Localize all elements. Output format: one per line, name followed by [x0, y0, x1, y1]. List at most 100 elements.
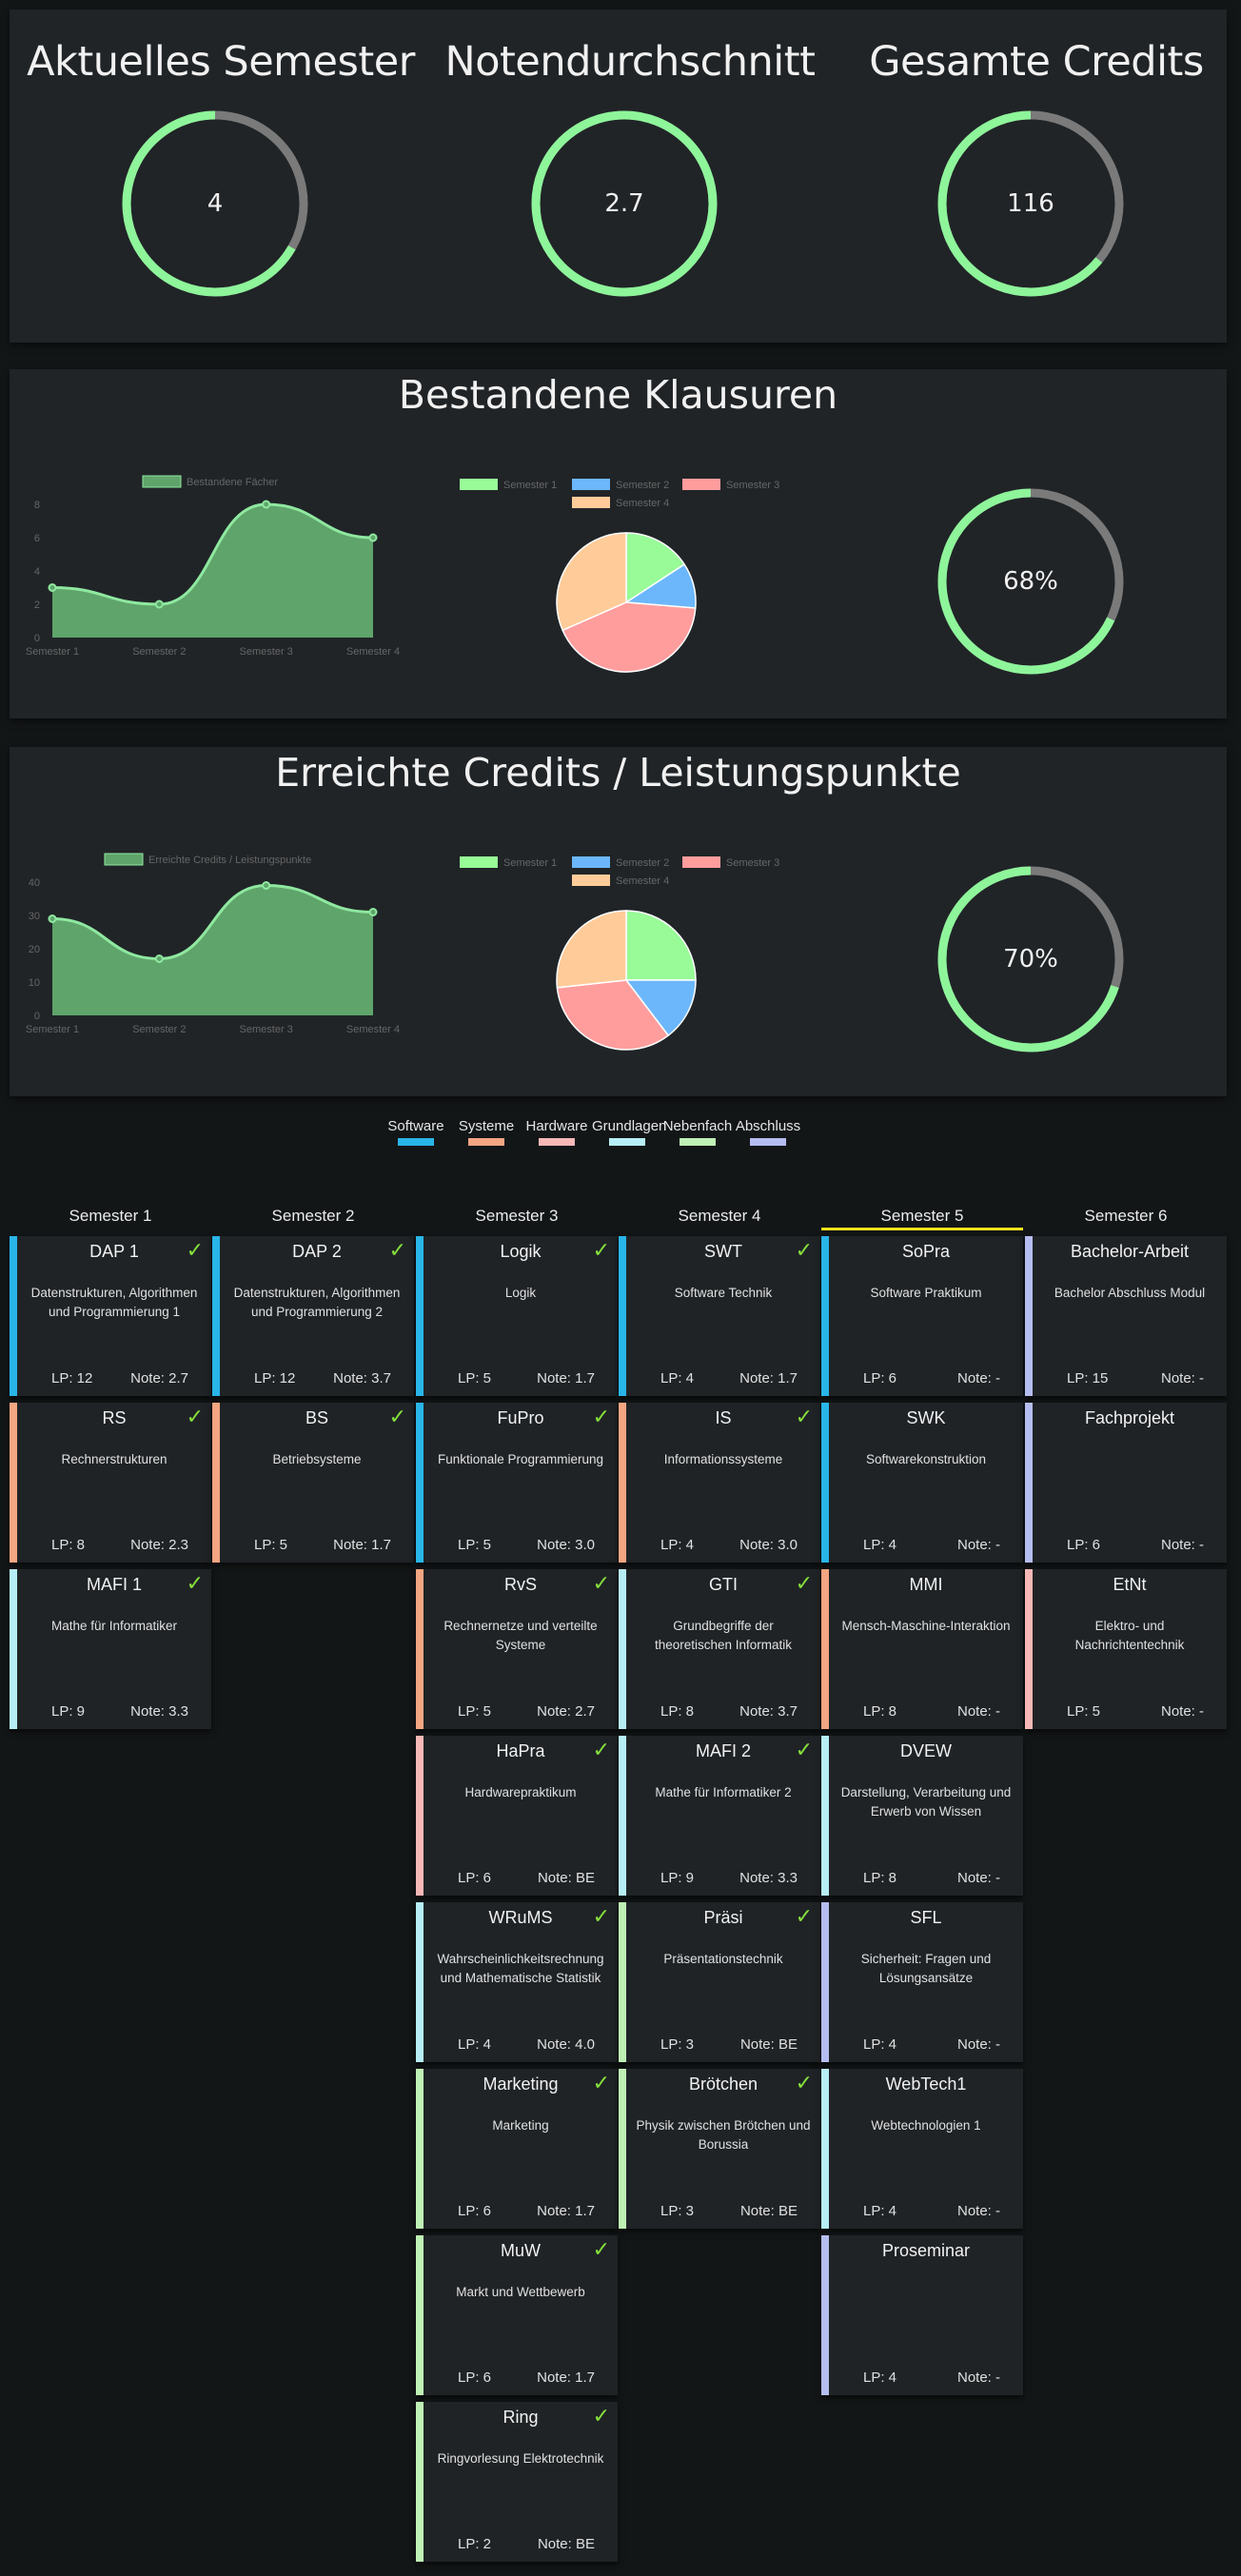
legend-swatch [460, 479, 498, 490]
module-card[interactable]: IS Informationssysteme LP: 4 Note: 3.0 ✓ [619, 1403, 820, 1563]
module-grade: Note: - [956, 1870, 1000, 1886]
module-card[interactable]: MAFI 1 Mathe für Informatiker LP: 9 Note: 3… [10, 1569, 211, 1729]
module-short-name: Fachprojekt [1084, 1408, 1175, 1427]
module-card[interactable]: GTI Grundbegriffe der theoretischen Infor… [619, 1569, 820, 1729]
module-card[interactable]: Bachelor-Arbeit Bachelor Abschluss Modul L… [1025, 1236, 1227, 1396]
module-card[interactable]: SoPra Software Praktikum LP: 6 Note: - [821, 1236, 1023, 1396]
module-full-name: Funktionale Programmierung [437, 1452, 604, 1466]
module-credits: LP: 8 [863, 1703, 897, 1720]
module-short-name: GTI [709, 1575, 738, 1594]
module-card[interactable]: DVEW Darstellung, Verarbeitung und Erwerb… [821, 1736, 1023, 1896]
ring-svg [937, 866, 1124, 1052]
module-card[interactable]: RvS Rechnernetze und verteilte Systeme LP:… [416, 1569, 618, 1729]
checkmark-icon: ✓ [592, 2404, 610, 2428]
semester-header-1[interactable]: Semester 1 [69, 1207, 152, 1225]
module-full-name: Betriebsysteme [272, 1452, 362, 1466]
module-card[interactable]: FuPro Funktionale Programmierung LP: 5 Note… [416, 1403, 618, 1563]
module-short-name: MAFI 2 [695, 1741, 751, 1760]
legend-swatch [398, 1138, 434, 1146]
module-grade: Note: - [956, 1537, 1000, 1553]
semester-header-3[interactable]: Semester 3 [475, 1207, 559, 1225]
module-grade: Note: - [956, 2036, 1000, 2053]
module-credits: LP: 6 [458, 2370, 492, 2386]
legend-item-software: Software [381, 1118, 451, 1146]
data-point [154, 954, 164, 963]
module-card[interactable]: WRuMS Wahrscheinlichkeitsrechnung und Mat… [416, 1902, 618, 2062]
y-tick-label: 8 [34, 500, 40, 511]
module-card[interactable]: Ring Ringvorlesung Elektrotechnik LP: 2 Not… [416, 2402, 618, 2562]
checkmark-icon: ✓ [592, 1571, 610, 1595]
module-card[interactable]: WebTech1 Webtechnologien 1 LP: 4 Note: - [821, 2069, 1023, 2229]
legend-label: Bestandene Fächer [187, 477, 278, 488]
legend-label: Semester 4 [616, 875, 669, 887]
category-bar [10, 1236, 17, 1396]
module-card[interactable]: EtNt Elektro- und Nachrichtentechnik LP: 5… [1025, 1569, 1227, 1729]
module-credits: LP: 6 [458, 1870, 492, 1886]
ring-svg [122, 110, 308, 297]
legend-item-abschluss: Abschluss [733, 1118, 803, 1146]
category-bar [1025, 1569, 1033, 1729]
legend-label: Semester 3 [726, 480, 779, 491]
module-card[interactable]: Logik Logik LP: 5 Note: 1.7 ✓ [416, 1236, 618, 1396]
module-card[interactable]: BS Betriebsysteme LP: 5 Note: 1.7 ✓ [212, 1403, 414, 1563]
checkmark-icon: ✓ [795, 1571, 813, 1595]
checkmark-icon: ✓ [592, 1904, 610, 1928]
category-bar [821, 1736, 829, 1896]
category-bar [10, 1403, 17, 1563]
y-tick-label: 0 [34, 1011, 40, 1022]
stat-total-credits: Gesamte Credits [837, 38, 1236, 86]
category-bar [416, 2402, 424, 2562]
module-full-name: Präsentationstechnik [663, 1952, 783, 1966]
module-full-name: Physik zwischen Brötchen und Borussia [636, 2118, 811, 2152]
module-full-name: Datenstrukturen, Algorithmen und Program… [30, 1286, 198, 1319]
data-point [368, 908, 378, 916]
category-bar [416, 1736, 424, 1896]
module-card[interactable]: DAP 1 Datenstrukturen, Algorithmen und Pr… [10, 1236, 211, 1396]
credits-panel: Erreichte Credits / Leistungspunkte Erre… [10, 747, 1227, 1096]
module-full-name: Darstellung, Verarbeitung und Erwerb von… [840, 1785, 1012, 1819]
module-grade: Note: - [956, 1703, 1000, 1720]
module-card[interactable]: SWK Softwarekonstruktion LP: 4 Note: - [821, 1403, 1023, 1563]
klausuren-area-chart: Bestandene Fächer 0 2 4 6 8 Semester 1 Semester… [26, 475, 400, 658]
klausuren-pie-chart: Semester 1 Semester 2 Semester 3 Semester 4 [460, 479, 779, 673]
area-fill [52, 885, 373, 1015]
semester-header-4[interactable]: Semester 4 [678, 1207, 761, 1225]
module-credits: LP: 3 [660, 2203, 695, 2219]
module-card[interactable]: Marketing Marketing LP: 6 Note: 1.7 ✓ [416, 2069, 618, 2229]
module-short-name: Marketing [483, 2075, 559, 2094]
y-tick-label: 30 [29, 911, 40, 922]
module-card[interactable]: SWT Software Technik LP: 4 Note: 1.7 ✓ [619, 1236, 820, 1396]
module-full-name: Elektro- und Nachrichtentechnik [1074, 1619, 1185, 1652]
module-card[interactable]: Fachprojekt LP: 6 Note: - [1025, 1403, 1227, 1563]
checkmark-icon: ✓ [592, 1238, 610, 1262]
module-card[interactable]: MMI Mensch-Maschine-Interaktion LP: 8 Note:… [821, 1569, 1023, 1729]
module-card[interactable]: Brötchen Physik zwischen Brötchen und Bor… [619, 2069, 820, 2229]
module-full-name: Webtechnologien 1 [871, 2118, 981, 2133]
module-card[interactable]: DAP 2 Datenstrukturen, Algorithmen und Pr… [212, 1236, 414, 1396]
legend-swatch [572, 497, 610, 508]
module-credits: LP: 12 [254, 1370, 296, 1386]
data-point [262, 881, 271, 890]
module-credits: LP: 4 [660, 1370, 695, 1386]
module-card[interactable]: Proseminar LP: 4 Note: - [821, 2235, 1023, 2395]
category-bar [212, 1236, 220, 1396]
module-full-name: Wahrscheinlichkeitsrechnung und Mathemat… [437, 1952, 604, 1985]
module-card[interactable]: HaPra Hardwarepraktikum LP: 6 Note: BE ✓ [416, 1736, 618, 1896]
module-credits: LP: 4 [863, 2203, 897, 2219]
legend-swatch [750, 1138, 786, 1146]
module-grade: Note: - [956, 2370, 1000, 2386]
module-card[interactable]: SFL Sicherheit: Fragen und Lösungsansätze… [821, 1902, 1023, 2062]
module-card[interactable]: MuW Markt und Wettbewerb LP: 6 Note: 1.7 ✓ [416, 2235, 618, 2395]
semester-header-5[interactable]: Semester 5 [821, 1207, 1023, 1230]
data-point [262, 500, 271, 509]
module-card[interactable]: MAFI 2 Mathe für Informatiker 2 LP: 9 Note:… [619, 1736, 820, 1896]
legend-swatch [142, 475, 182, 488]
category-bar [821, 1236, 829, 1396]
module-short-name: MMI [909, 1575, 943, 1594]
semester-header-2[interactable]: Semester 2 [271, 1207, 355, 1225]
module-card[interactable]: Präsi Präsentationstechnik LP: 3 Note: BE ✓ [619, 1902, 820, 2062]
semester-header-6[interactable]: Semester 6 [1084, 1207, 1168, 1225]
module-card[interactable]: RS Rechnerstrukturen LP: 8 Note: 2.3 ✓ [10, 1403, 211, 1563]
pie-slice [625, 910, 697, 981]
legend-swatch [680, 1138, 716, 1146]
